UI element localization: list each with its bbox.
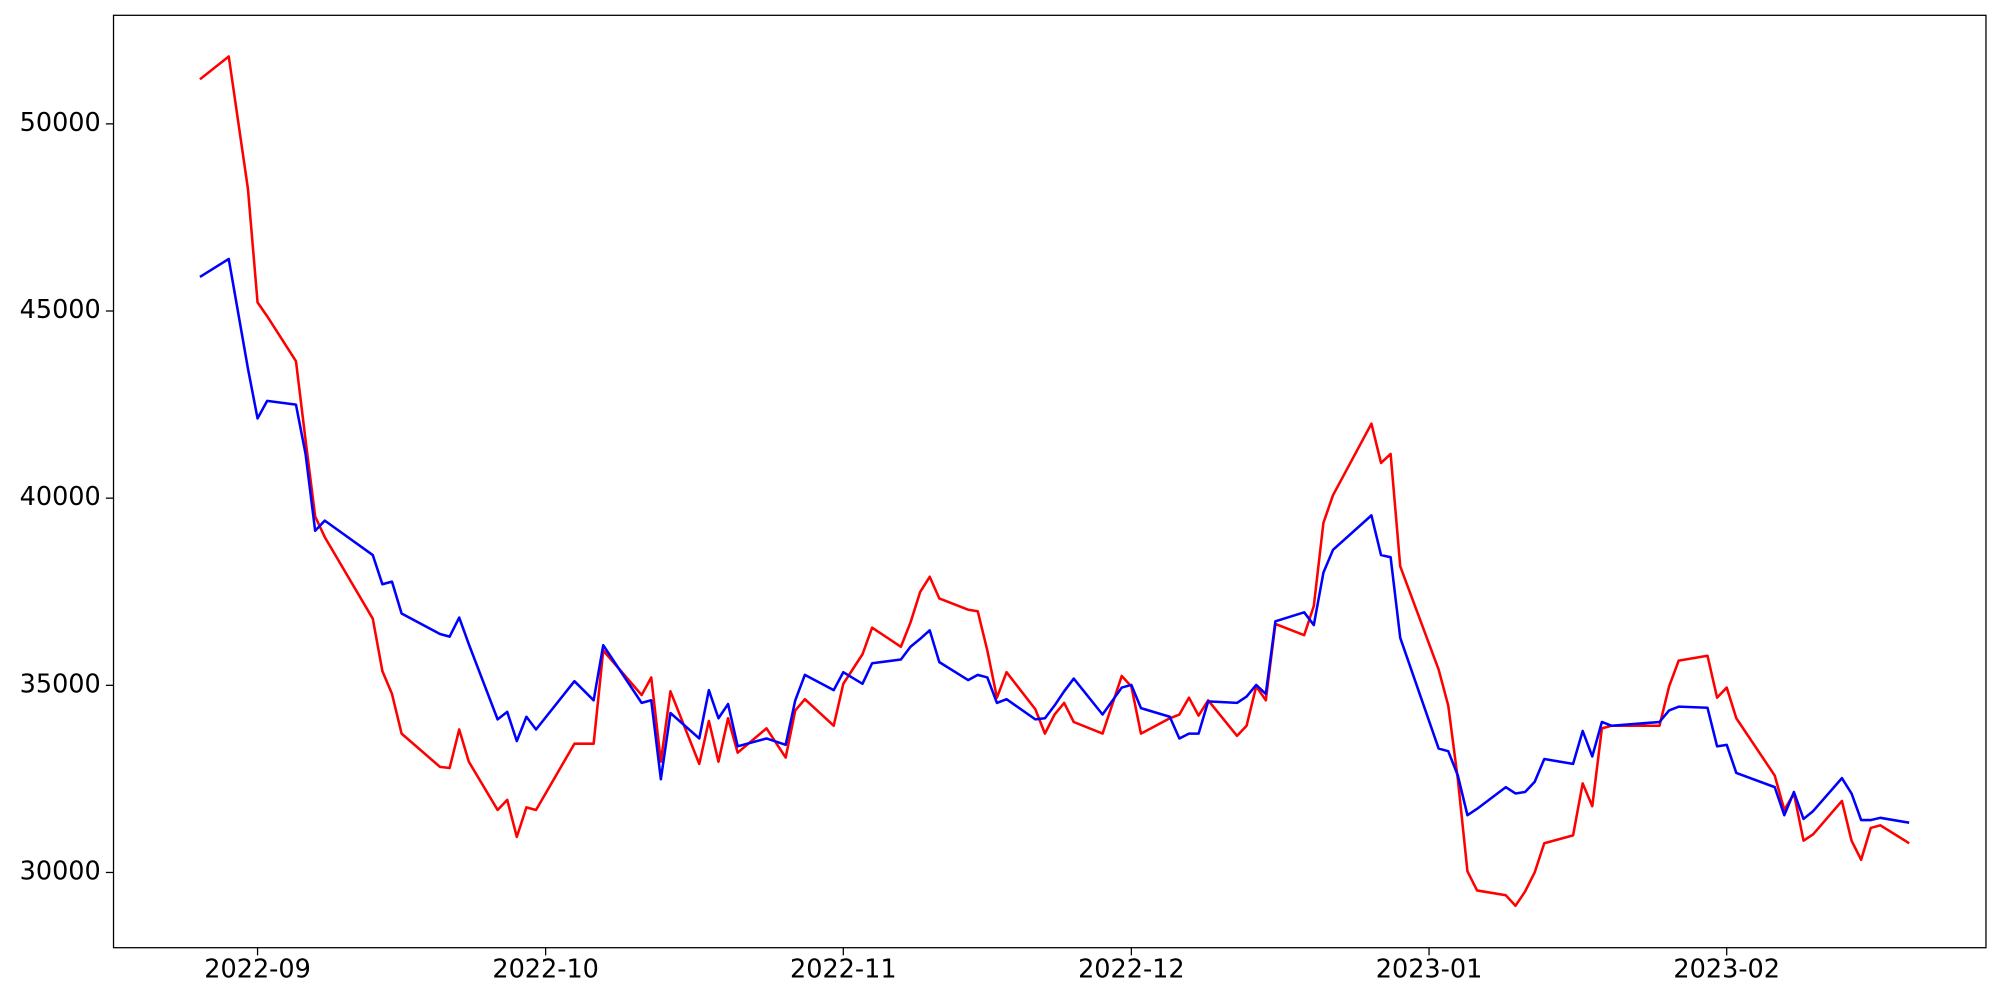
x-tick-label: 2022-12	[1078, 955, 1185, 985]
y-tick-label: 40000	[20, 482, 101, 512]
x-tick-label: 2022-10	[492, 955, 599, 985]
line-series	[199, 55, 1910, 908]
y-tick-label: 30000	[20, 856, 101, 886]
x-tick-label: 2022-11	[790, 955, 897, 985]
line-series	[199, 257, 1910, 824]
x-tick-label: 2023-02	[1673, 955, 1780, 985]
x-tick-label: 2023-01	[1376, 955, 1483, 985]
x-tick-label: 2022-09	[204, 955, 311, 985]
y-tick-label: 35000	[20, 669, 101, 699]
y-tick-label: 45000	[20, 295, 101, 325]
plot-frame	[112, 14, 1987, 949]
y-tick-label: 50000	[20, 108, 101, 138]
